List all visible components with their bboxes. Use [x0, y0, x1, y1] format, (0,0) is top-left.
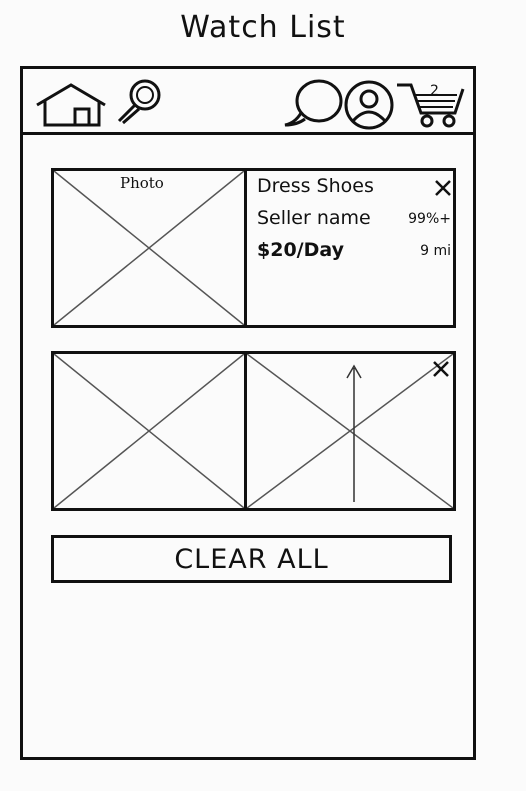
search-icon[interactable] — [115, 77, 165, 125]
photo-placeholder — [54, 171, 244, 325]
item-name[interactable]: Dress Shoes — [257, 175, 374, 197]
remove-item-button[interactable] — [430, 358, 452, 380]
seller-name[interactable]: Seller name — [257, 207, 371, 229]
page-title: Watch List — [180, 10, 346, 45]
home-icon[interactable] — [35, 81, 107, 127]
photo-placeholder — [54, 354, 244, 508]
card-divider — [244, 354, 247, 508]
item-price: $20/Day — [257, 239, 344, 261]
remove-item-button[interactable] — [432, 177, 454, 199]
top-bar: 2 — [23, 69, 473, 135]
item-info: Dress Shoes Seller name 99%+ $20/Day 9 m… — [247, 171, 453, 325]
cart-count-badge: 2 — [430, 83, 439, 99]
photo-label: Photo — [120, 174, 164, 192]
photo-placeholder — [247, 354, 453, 508]
profile-icon[interactable] — [343, 79, 395, 131]
item-distance: 9 mi — [420, 243, 451, 259]
clear-all-button[interactable]: CLEAR ALL — [51, 535, 452, 583]
watch-item-card[interactable]: Photo Dress Shoes Seller name 99%+ $20/D… — [51, 168, 456, 328]
seller-rating: 99%+ — [408, 211, 451, 227]
chat-icon[interactable] — [283, 77, 345, 129]
card-divider — [244, 171, 247, 325]
watch-item-card[interactable] — [51, 351, 456, 511]
cart-icon[interactable] — [395, 79, 469, 129]
phone-frame: 2 Photo Dress Shoes Seller name 99%+ $20… — [20, 66, 476, 760]
scroll-up-arrow-icon[interactable] — [344, 362, 364, 502]
